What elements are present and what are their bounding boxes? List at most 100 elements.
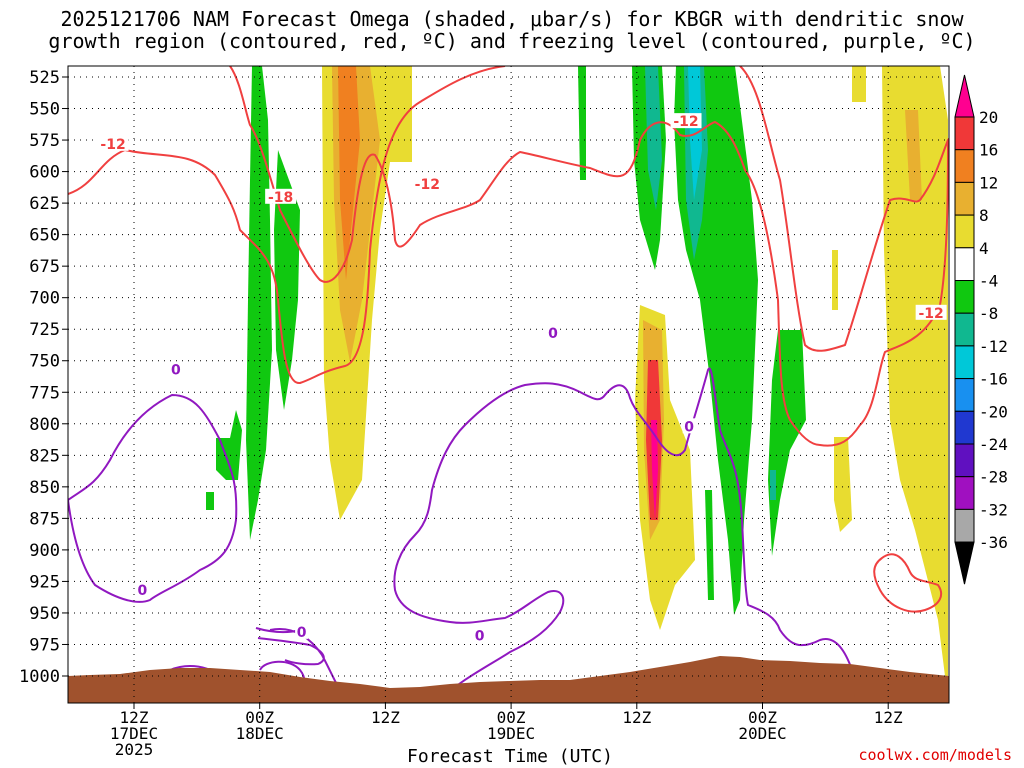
contour-label: 0 [684, 419, 694, 435]
colorbar-segment [954, 443, 975, 478]
y-tick-label: 775 [29, 383, 60, 403]
y-tick-label: 575 [29, 131, 60, 151]
colorbar-segment [954, 280, 975, 314]
colorbar-bottom-arrow [954, 541, 975, 585]
contour-label-bg [473, 627, 487, 643]
y-tick-label: 600 [29, 163, 60, 183]
y-tick-label: 850 [29, 478, 60, 498]
contour-labels: -12 -18 -12 -12 -12 0 0 0 0 0 0 [97, 113, 947, 645]
y-tick-label: 725 [29, 320, 60, 340]
y-tick-label: 750 [29, 352, 60, 372]
red-contour-line [739, 66, 949, 352]
y-tick-label: 700 [29, 289, 60, 309]
colorbar-label: 20 [979, 108, 998, 127]
title-line-1: 2025121706 NAM Forecast Omega (shaded, μ… [60, 7, 964, 31]
y-tick-label: 950 [29, 604, 60, 624]
omega-green-region [206, 492, 214, 510]
colorbar-segment [954, 214, 975, 249]
credit-text: coolwx.com/models [858, 746, 1012, 764]
contour-label: 0 [297, 625, 307, 641]
colorbar-segment [954, 181, 975, 216]
colorbar-top-arrow [954, 74, 975, 118]
x-tick-label: 00Z [497, 708, 526, 727]
colorbar-segment [954, 116, 975, 151]
colorbar-label: -8 [979, 304, 998, 323]
omega-green-region [705, 490, 714, 600]
y-tick-label: 1000 [19, 667, 60, 687]
x-tick-label: 12Z [120, 708, 149, 727]
purple-contour-line [68, 393, 238, 603]
colorbar-segment [954, 410, 975, 445]
contour-label-bg [265, 188, 297, 204]
y-tick-label: 625 [29, 194, 60, 214]
x-axis-label: Forecast Time (UTC) [407, 746, 613, 767]
x-tick-label: 2025 [115, 740, 154, 759]
colorbar-label: 4 [979, 239, 989, 258]
contour-label-bg [670, 113, 702, 129]
y-axis: 525 550 575 600 625 650 675 700 725 750 775 800 825 8… [19, 68, 68, 687]
colorbar-segment [954, 149, 975, 183]
colorbar: 20 16 12 8 4 -4 -8 -12 -16 -20 -24 -28 -32 -36 [954, 74, 1008, 585]
red-contour-line [873, 553, 943, 613]
chart-title: 2025121706 NAM Forecast Omega (shaded, μ… [0, 8, 1024, 52]
y-tick-label: 550 [29, 100, 60, 120]
x-tick-label: 12Z [622, 708, 651, 727]
x-tick-label: 00Z [748, 708, 777, 727]
omega-orange-region [905, 110, 922, 200]
y-tick-label: 525 [29, 68, 60, 88]
y-tick-label: 675 [29, 257, 60, 277]
omega-green-region [578, 66, 586, 180]
y-tick-label: 925 [29, 572, 60, 592]
x-tick-label: 20DEC [738, 724, 786, 743]
y-tick-label: 825 [29, 446, 60, 466]
colorbar-label: -24 [979, 435, 1008, 454]
contour-label: 0 [548, 326, 558, 342]
contour-label-bg [546, 324, 560, 340]
contour-label-bg [169, 361, 183, 377]
y-tick-label: 900 [29, 541, 60, 561]
colorbar-label: -32 [979, 500, 1008, 519]
y-tick-label: 975 [29, 635, 60, 655]
omega-orange-region [338, 66, 360, 280]
omega-green-region [768, 330, 806, 556]
contour-label: 0 [138, 583, 148, 599]
colorbar-label: 16 [979, 141, 998, 160]
contour-label: -18 [268, 190, 293, 206]
red-temperature-contours [68, 66, 949, 613]
contour-label: -12 [100, 137, 125, 153]
terrain-ground [68, 656, 949, 703]
y-tick-label: 875 [29, 509, 60, 529]
colorbar-label: -28 [979, 468, 1008, 487]
contour-label: 0 [171, 363, 181, 379]
contour-label-bg [411, 176, 443, 192]
colorbar-label: -4 [979, 272, 998, 291]
colorbar-segment [954, 378, 975, 412]
contour-label-bg [135, 582, 149, 598]
x-tick-label: 00Z [245, 708, 274, 727]
colorbar-segment [954, 247, 975, 282]
x-tick-label: 12Z [371, 708, 400, 727]
omega-teal-region [770, 470, 776, 500]
omega-yellow-region [834, 437, 852, 532]
x-tick-label: 19DEC [487, 724, 535, 743]
omega-yellow-region [882, 66, 948, 700]
contour-label: -12 [673, 114, 698, 130]
red-contour-line [229, 66, 949, 447]
colorbar-label: -12 [979, 337, 1008, 356]
colorbar-label: -36 [979, 533, 1008, 552]
contour-label-bg [682, 418, 696, 434]
omega-teal-region [645, 66, 662, 210]
y-tick-label: 800 [29, 415, 60, 435]
colorbar-segment [954, 345, 975, 380]
colorbar-segment [954, 312, 975, 347]
contour-label: -12 [415, 177, 440, 193]
contour-label: 0 [475, 629, 485, 645]
plot-area [68, 66, 949, 703]
omega-yellow-region [832, 250, 838, 310]
colorbar-label: -16 [979, 370, 1008, 389]
colorbar-label: 8 [979, 206, 989, 225]
red-contour-line [68, 66, 506, 384]
x-tick-label: 17DEC [110, 724, 158, 743]
